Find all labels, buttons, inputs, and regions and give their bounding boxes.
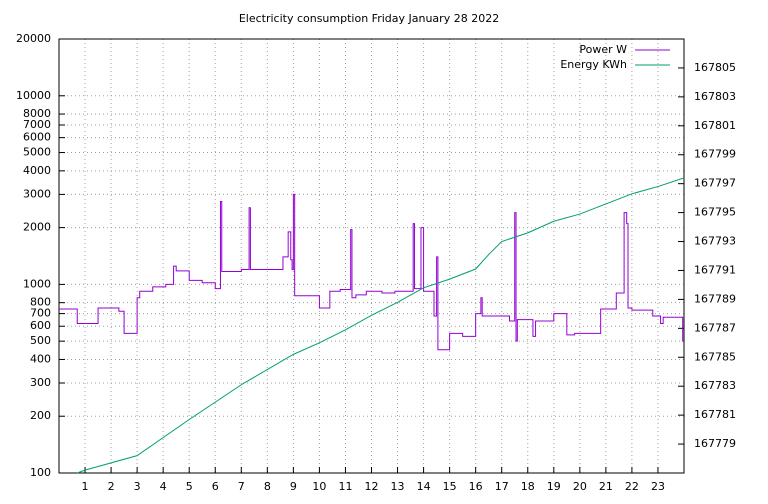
y2-tick-label: 167799: [694, 148, 736, 161]
y-tick-label: 200: [30, 409, 51, 422]
y-tick-label: 20000: [16, 32, 51, 45]
x-tick-label: 7: [238, 480, 245, 493]
x-tick-label: 10: [312, 480, 326, 493]
x-tick-label: 17: [495, 480, 509, 493]
x-tick-label: 20: [573, 480, 587, 493]
x-tick-label: 15: [443, 480, 457, 493]
y2-tick-label: 167785: [694, 350, 736, 363]
y-tick-label: 10000: [16, 89, 51, 102]
y-tick-label: 7000: [23, 118, 51, 131]
y-tick-label: 500: [30, 334, 51, 347]
y2-tick-label: 167797: [694, 177, 736, 190]
x-tick-label: 6: [212, 480, 219, 493]
series-line: [59, 193, 684, 351]
y-tick-label: 4000: [23, 164, 51, 177]
x-tick-label: 3: [134, 480, 141, 493]
y2-tick-label: 167801: [694, 119, 736, 132]
y-tick-label: 1000: [23, 277, 51, 290]
x-tick-label: 1: [82, 480, 89, 493]
y-tick-label: 6000: [23, 131, 51, 144]
y2-tick-label: 167789: [694, 292, 736, 305]
y2-tick-label: 167793: [694, 235, 736, 248]
y2-tick-label: 167791: [694, 263, 736, 276]
y-tick-label: 300: [30, 376, 51, 389]
y2-tick-label: 167783: [694, 379, 736, 392]
x-tick-label: 9: [290, 480, 297, 493]
x-tick-label: 2: [108, 480, 115, 493]
y2-tick-label: 167781: [694, 408, 736, 421]
y2-tick-label: 167803: [694, 90, 736, 103]
y2-tick-label: 167779: [694, 437, 736, 450]
y-tick-label: 600: [30, 319, 51, 332]
x-tick-label: 23: [651, 480, 665, 493]
y-tick-label: 8000: [23, 107, 51, 120]
x-tick-label: 18: [521, 480, 535, 493]
y-tick-label: 2000: [23, 221, 51, 234]
legend-label: Power W: [579, 43, 627, 56]
x-tick-label: 16: [469, 480, 483, 493]
x-tick-label: 22: [625, 480, 639, 493]
y2-tick-label: 167795: [694, 206, 736, 219]
x-tick-label: 13: [391, 480, 405, 493]
y-tick-label: 5000: [23, 146, 51, 159]
plot-frame: [58, 38, 685, 474]
y2-tick-label: 167805: [694, 61, 736, 74]
chart-title: Electricity consumption Friday January 2…: [239, 12, 499, 25]
x-tick-label: 14: [417, 480, 431, 493]
y-tick-label: 800: [30, 296, 51, 309]
y-tick-label: 100: [30, 466, 51, 479]
x-tick-label: 4: [160, 480, 167, 493]
y-tick-label: 3000: [23, 187, 51, 200]
x-tick-label: 21: [599, 480, 613, 493]
y-tick-label: 700: [30, 307, 51, 320]
x-tick-label: 19: [547, 480, 561, 493]
series-line: [77, 177, 685, 474]
y2-tick-label: 167787: [694, 321, 736, 334]
x-tick-label: 12: [365, 480, 379, 493]
x-tick-label: 5: [186, 480, 193, 493]
x-tick-label: 11: [338, 480, 352, 493]
x-tick-label: 8: [264, 480, 271, 493]
y-tick-label: 400: [30, 352, 51, 365]
legend-label: Energy KWh: [560, 58, 627, 71]
